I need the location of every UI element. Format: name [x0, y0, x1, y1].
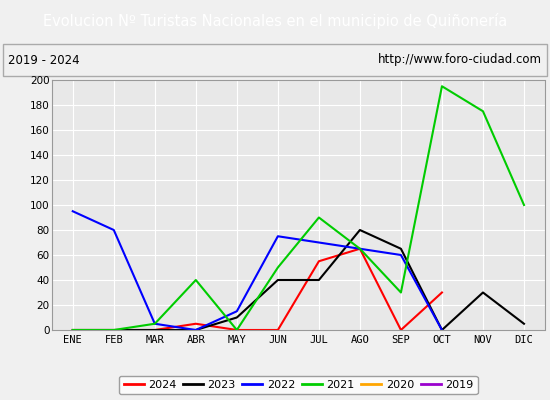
2023: [274, 278, 281, 282]
2021: [521, 202, 527, 207]
2021: [192, 278, 199, 282]
2023: [151, 328, 158, 332]
Line: 2024: 2024: [73, 249, 442, 330]
2021: [316, 215, 322, 220]
2023: [439, 328, 446, 332]
2023: [480, 290, 486, 295]
2023: [234, 315, 240, 320]
2021: [274, 265, 281, 270]
2024: [192, 321, 199, 326]
2024: [439, 290, 446, 295]
2022: [274, 234, 281, 239]
2024: [356, 246, 363, 251]
2024: [274, 328, 281, 332]
2023: [356, 228, 363, 232]
2022: [69, 209, 76, 214]
2021: [234, 328, 240, 332]
2022: [356, 246, 363, 251]
2021: [151, 321, 158, 326]
2021: [398, 290, 404, 295]
2023: [111, 328, 117, 332]
Line: 2023: 2023: [73, 230, 524, 330]
2024: [234, 328, 240, 332]
Legend: 2024, 2023, 2022, 2021, 2020, 2019: 2024, 2023, 2022, 2021, 2020, 2019: [119, 376, 478, 394]
2021: [480, 109, 486, 114]
2023: [521, 321, 527, 326]
2023: [316, 278, 322, 282]
2021: [69, 328, 76, 332]
2021: [356, 246, 363, 251]
2022: [111, 228, 117, 232]
2023: [192, 328, 199, 332]
Text: http://www.foro-ciudad.com: http://www.foro-ciudad.com: [378, 54, 542, 66]
Text: 2019 - 2024: 2019 - 2024: [8, 54, 80, 66]
2022: [151, 321, 158, 326]
Line: 2022: 2022: [73, 211, 442, 330]
2022: [439, 328, 446, 332]
2023: [69, 328, 76, 332]
2023: [398, 246, 404, 251]
2021: [439, 84, 446, 89]
Line: 2021: 2021: [73, 86, 524, 330]
2022: [398, 253, 404, 258]
2022: [234, 309, 240, 314]
2022: [316, 240, 322, 245]
2022: [192, 328, 199, 332]
2024: [151, 328, 158, 332]
Text: Evolucion Nº Turistas Nacionales en el municipio de Quiñonería: Evolucion Nº Turistas Nacionales en el m…: [43, 13, 507, 29]
2024: [316, 259, 322, 264]
2024: [111, 328, 117, 332]
2024: [398, 328, 404, 332]
2024: [69, 328, 76, 332]
2021: [111, 328, 117, 332]
